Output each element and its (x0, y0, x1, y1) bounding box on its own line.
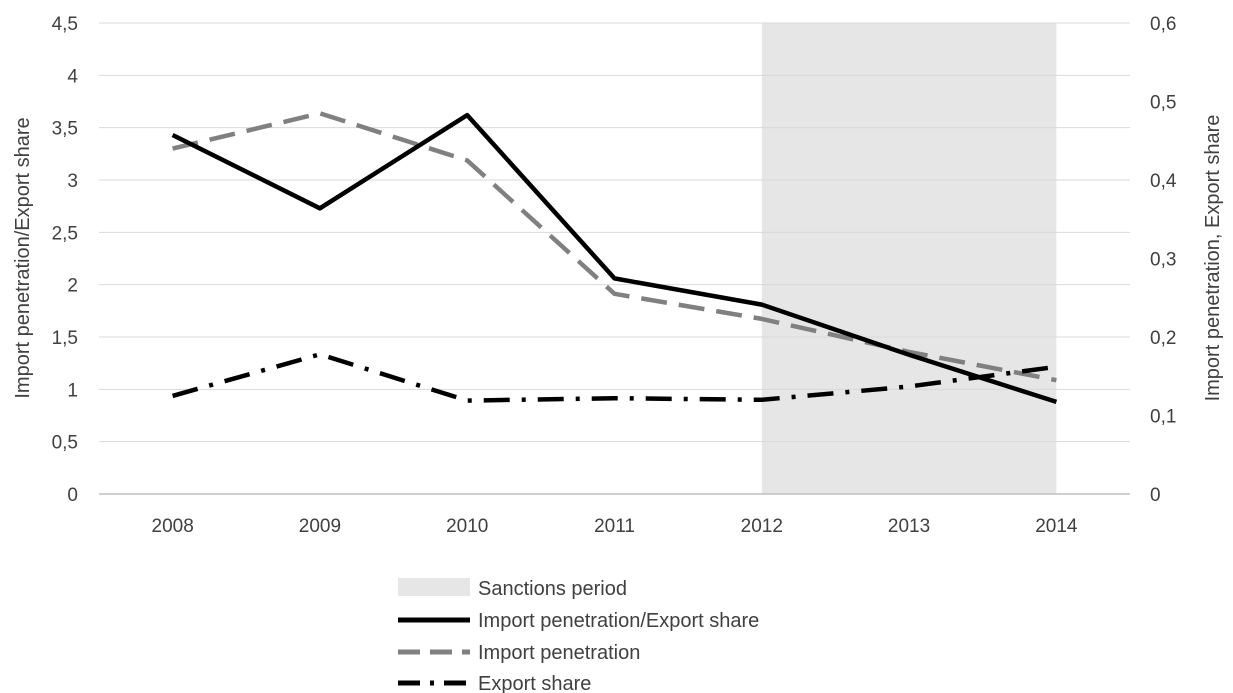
right-tick-label: 0,4 (1150, 171, 1177, 192)
x-tick-label: 2010 (446, 516, 488, 537)
series-line-dashdot (171, 352, 1057, 403)
x-tick-label: 2012 (741, 516, 783, 537)
legend-item-import-penetration: Import penetration (398, 642, 640, 664)
x-tick-label: 2013 (888, 516, 930, 537)
left-tick-label: 3 (67, 171, 78, 192)
left-tick-label: 3,5 (52, 119, 78, 140)
right-tick-label: 0,5 (1150, 93, 1176, 114)
left-tick-label: 4 (67, 66, 78, 87)
legend-label-series-3: Export share (478, 673, 591, 693)
left-tick-label: 1,5 (52, 328, 78, 349)
legend-swatch-sanctions (398, 578, 470, 596)
right-tick-label: 0,3 (1150, 250, 1176, 271)
x-tick-label: 2008 (152, 516, 194, 537)
left-tick-label: 0,5 (52, 433, 78, 454)
legend-item-sanctions: Sanctions period (398, 578, 627, 600)
left-y-axis-ticks: 0 0,5 1 1,5 2 2,5 3 3,5 4 4,5 (52, 14, 79, 506)
right-axis-title: Import penetration, Export share (1202, 115, 1224, 402)
right-tick-label: 0,6 (1150, 14, 1176, 35)
right-tick-label: 0,1 (1150, 407, 1176, 428)
sanctions-shade-layer (761, 23, 1057, 494)
x-tick-label: 2011 (594, 516, 635, 537)
legend-item-export-share: Export share (398, 673, 591, 693)
left-axis-title: Import penetration/Export share (12, 117, 34, 398)
x-tick-label: 2009 (299, 516, 341, 537)
legend-label-sanctions: Sanctions period (478, 578, 627, 600)
legend: Sanctions period Import penetration/Expo… (398, 578, 759, 693)
gridlines (99, 22, 1130, 495)
legend-label-series-2: Import penetration (478, 642, 640, 664)
series-line-solid (171, 112, 1058, 405)
right-tick-label: 0 (1150, 485, 1161, 506)
series-line-dashed (172, 111, 1057, 383)
left-tick-label: 2 (67, 276, 78, 297)
sanctions-shaded-region (761, 23, 1057, 494)
left-tick-label: 4,5 (52, 14, 78, 35)
left-tick-label: 0 (67, 485, 78, 506)
right-y-axis-ticks: 0 0,1 0,2 0,3 0,4 0,5 0,6 (1150, 14, 1177, 506)
left-tick-label: 2,5 (52, 223, 78, 244)
left-tick-label: 1 (67, 380, 78, 401)
legend-item-import-penetration-export-share: Import penetration/Export share (398, 610, 759, 632)
right-tick-label: 0,2 (1150, 328, 1176, 349)
x-tick-label: 2014 (1035, 516, 1078, 537)
x-axis-ticks: 2008 2009 2010 2011 2012 2013 2014 (152, 516, 1078, 537)
series-lines (171, 111, 1058, 405)
legend-label-series-1: Import penetration/Export share (478, 610, 759, 632)
